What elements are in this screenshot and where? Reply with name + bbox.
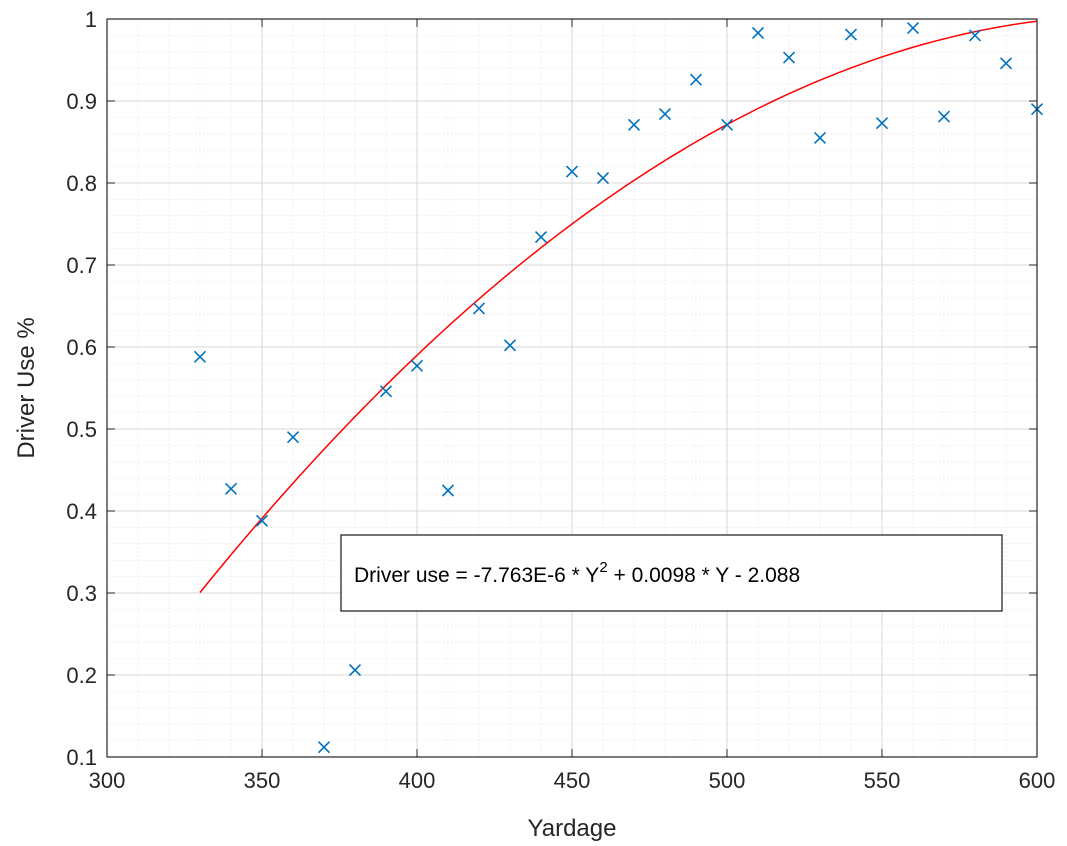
x-tick-label: 450 [554, 768, 591, 793]
data-point [813, 131, 827, 144]
annotation-text: Driver use = -7.763E-6 * Y2 + 0.0098 * Y… [354, 559, 800, 587]
x-tick-label: 400 [399, 768, 436, 793]
axis-ticks [106, 18, 1038, 758]
y-tick-label: 0.8 [66, 171, 97, 196]
x-tick-label: 300 [89, 768, 126, 793]
x-tick-label: 350 [244, 768, 281, 793]
data-point-stroke [844, 28, 858, 41]
data-points [193, 21, 1044, 754]
data-point [968, 29, 982, 42]
annotation-prefix: Driver use = -7.763E-6 * Y [354, 564, 599, 587]
data-point-stroke [565, 165, 579, 178]
data-point [565, 165, 579, 178]
data-point-stroke [720, 118, 734, 131]
data-point [906, 21, 920, 35]
data-point [534, 231, 548, 244]
y-tick-label: 0.9 [66, 89, 97, 114]
data-point [224, 482, 238, 495]
y-tick-label: 0.2 [66, 663, 97, 688]
data-point [596, 172, 610, 185]
data-point [658, 108, 672, 121]
data-point-stroke [937, 110, 951, 123]
data-point-stroke [658, 108, 672, 121]
data-point-stroke [813, 131, 827, 144]
data-point-stroke [999, 57, 1013, 70]
data-point-stroke [379, 385, 393, 398]
data-point-stroke [286, 431, 300, 444]
data-point [286, 431, 300, 444]
data-point [689, 73, 703, 86]
data-point [937, 110, 951, 123]
data-point [751, 26, 765, 40]
data-point [317, 741, 331, 754]
y-tick-label: 0.1 [66, 745, 97, 770]
data-point [720, 118, 734, 131]
data-point [782, 51, 796, 64]
data-point [193, 350, 207, 363]
data-point-stroke [875, 117, 889, 130]
y-tick-label: 0.4 [66, 499, 97, 524]
y-tick-label: 0.6 [66, 335, 97, 360]
data-point-stroke [472, 302, 486, 315]
data-point-stroke [317, 741, 331, 754]
annotation-superscript: 2 [599, 559, 607, 576]
data-point-stroke [441, 484, 455, 497]
data-point [255, 514, 269, 527]
y-tick-label: 1 [85, 7, 97, 32]
data-point [441, 484, 455, 497]
x-tick-label: 600 [1019, 768, 1056, 793]
data-point-stroke [193, 350, 207, 363]
data-point [999, 57, 1013, 70]
data-point-stroke [689, 73, 703, 86]
data-point-stroke [627, 118, 641, 131]
data-point-stroke [348, 664, 362, 677]
y-tick-label: 0.7 [66, 253, 97, 278]
fit-curve-layer [199, 20, 1038, 593]
data-point-stroke [906, 21, 920, 35]
data-point-stroke [596, 172, 610, 185]
x-tick-labels: 300 350 400 450 500 550 600 [89, 768, 1056, 793]
data-point-stroke [968, 29, 982, 42]
y-tick-label: 0.5 [66, 417, 97, 442]
data-point [472, 302, 486, 315]
data-point [348, 664, 362, 677]
data-point-stroke [751, 26, 765, 40]
data-point [875, 117, 889, 130]
data-point [503, 339, 517, 352]
data-point-stroke [410, 359, 424, 372]
data-point [410, 359, 424, 372]
y-axis-title: Driver Use % [13, 317, 40, 458]
y-tick-labels: 0.1 0.2 0.3 0.4 0.5 0.6 0.7 0.8 0.9 1 [66, 7, 97, 770]
y-tick-label: 0.3 [66, 581, 97, 606]
annotation-suffix: + 0.0098 * Y - 2.088 [608, 564, 800, 587]
data-point [627, 118, 641, 131]
data-point-stroke [782, 51, 796, 64]
x-tick-label: 500 [709, 768, 746, 793]
data-point-stroke [224, 482, 238, 495]
x-axis-title: Yardage [528, 815, 617, 842]
data-point-stroke [534, 231, 548, 244]
data-point-stroke [255, 514, 269, 527]
data-point [844, 28, 858, 41]
x-tick-label: 550 [864, 768, 901, 793]
fit-curve [199, 20, 1038, 593]
equation-annotation: Driver use = -7.763E-6 * Y2 + 0.0098 * Y… [340, 534, 1003, 612]
annotation-box [340, 534, 1003, 612]
data-point-stroke [503, 339, 517, 352]
data-point [379, 385, 393, 398]
